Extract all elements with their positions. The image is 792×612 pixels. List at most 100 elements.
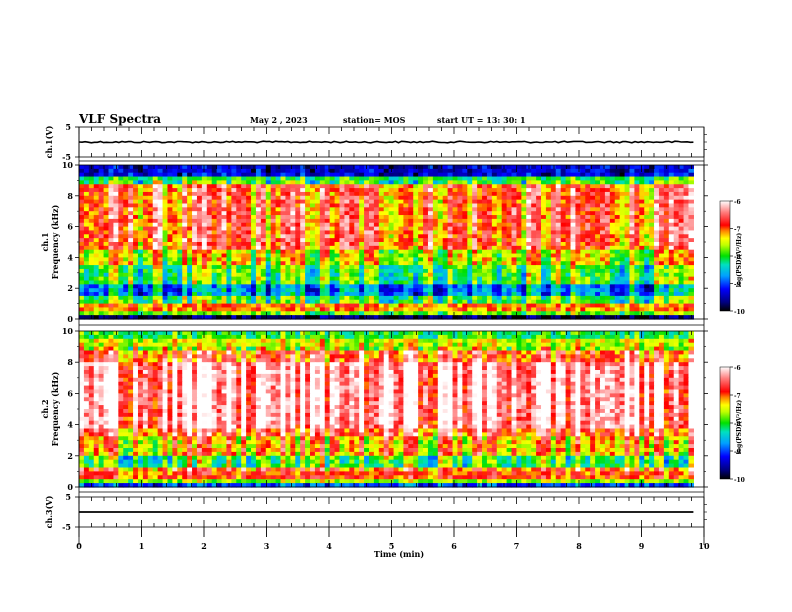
spectrogram-cell xyxy=(133,199,139,205)
spectrogram-cell xyxy=(285,165,291,170)
spectrogram-cell xyxy=(668,234,675,239)
spectrogram-cell xyxy=(624,195,631,201)
spectrogram-cell xyxy=(457,199,463,205)
spectrogram-cell xyxy=(378,303,385,309)
spectrogram-cell xyxy=(683,199,690,205)
spectrogram-cell xyxy=(265,249,272,255)
spectrogram-cell xyxy=(486,284,493,289)
spectrogram-cell xyxy=(398,218,404,224)
spectrogram-cell xyxy=(560,203,567,208)
spectrogram-cell xyxy=(654,268,660,274)
spectrogram-cell xyxy=(206,184,213,189)
spectrogram-cell xyxy=(427,268,434,274)
spectrogram-cell xyxy=(162,188,169,193)
spectrogram-cell xyxy=(595,218,601,224)
spectrogram-cell xyxy=(128,195,134,201)
spectrogram-cell xyxy=(619,303,626,309)
spectrogram-cell xyxy=(241,272,247,278)
spectrogram-cell xyxy=(427,184,434,189)
spectrogram-cell xyxy=(467,215,473,220)
spectrogram-cell xyxy=(580,176,586,181)
spectrogram-cell xyxy=(275,207,282,212)
spectrogram-cell xyxy=(511,238,518,243)
spectrogram-cell xyxy=(516,288,522,293)
spectrogram-cell xyxy=(565,245,572,251)
spectrogram-cell xyxy=(157,215,164,220)
spectrogram-cell xyxy=(354,188,360,193)
spectrogram-cell xyxy=(619,272,626,278)
spectrogram-cell xyxy=(580,257,586,262)
spectrogram-cell xyxy=(334,303,341,309)
spectrogram-cell xyxy=(658,180,665,185)
spectrogram-cell xyxy=(683,311,690,316)
spectrogram-cell xyxy=(103,268,110,274)
spectrogram-cell xyxy=(103,242,110,247)
spectrogram-cell xyxy=(619,292,626,297)
spectrogram-cell xyxy=(486,207,493,212)
spectrogram-cell xyxy=(93,165,100,170)
spectrogram-cell xyxy=(118,191,124,197)
spectrogram-cell xyxy=(300,215,306,220)
spectrogram-cell xyxy=(137,295,144,301)
spectrogram-cell xyxy=(211,268,218,274)
spectrogram-cell xyxy=(673,272,680,278)
spectrogram-cell xyxy=(147,184,154,189)
spectrogram-cell xyxy=(678,238,685,243)
spectrogram-cell xyxy=(383,168,390,174)
spectrogram-cell xyxy=(437,207,444,212)
spectrogram-cell xyxy=(432,165,439,170)
spectrogram-cell xyxy=(629,292,635,297)
spectrogram-cell xyxy=(462,307,468,312)
spectrogram-cell xyxy=(403,261,409,266)
spectrogram-cell xyxy=(658,168,665,174)
spectrogram-cell xyxy=(398,276,404,282)
spectrogram-cell xyxy=(300,245,306,251)
spectrogram-cell xyxy=(383,303,390,309)
spectrogram-cell xyxy=(599,307,606,312)
spectrogram-cell xyxy=(467,165,473,170)
spectrogram-cell xyxy=(108,249,114,255)
spectrogram-cell xyxy=(319,203,326,208)
spectrogram-cell xyxy=(236,268,242,274)
spectrogram-cell xyxy=(364,218,370,224)
spectrogram-cell xyxy=(196,284,203,289)
spectrogram-cell xyxy=(251,242,257,247)
spectrogram-cell xyxy=(649,249,655,255)
spectrogram-cell xyxy=(108,191,114,197)
spectrogram-cell xyxy=(550,218,557,224)
spectrogram-cell xyxy=(172,168,178,174)
spectrogram-cell xyxy=(688,307,694,312)
spectrogram-cell xyxy=(619,268,626,274)
spectrogram-cell xyxy=(133,234,139,239)
spectrogram-cell xyxy=(246,191,252,197)
spectrogram-cell xyxy=(231,280,237,285)
spectrogram-cell xyxy=(545,295,552,301)
spectrogram-cell xyxy=(177,191,183,197)
spectrogram-cell xyxy=(378,226,385,232)
spectrogram-cell xyxy=(555,195,562,201)
spectrogram-cell xyxy=(678,211,685,216)
spectrogram-cell xyxy=(310,230,316,235)
spectrogram-cell xyxy=(639,292,645,297)
spectrogram-cell xyxy=(265,168,272,174)
spectrogram-cell xyxy=(496,311,503,316)
spectrogram-cell xyxy=(157,176,164,181)
spectrogram-cell xyxy=(314,176,321,181)
spectrogram-cell xyxy=(486,184,493,189)
spectrogram-cell xyxy=(486,195,493,201)
spectrogram-cell xyxy=(334,261,341,266)
spectrogram-cell xyxy=(255,295,262,301)
spectrogram-cell xyxy=(364,199,370,205)
spectrogram-cell xyxy=(462,299,468,305)
spectrogram-cell xyxy=(398,195,404,201)
spectrogram-cell xyxy=(241,265,247,270)
spectrogram-cell xyxy=(624,280,631,285)
spectrogram-cell xyxy=(555,303,562,309)
spectrogram-cell xyxy=(152,292,159,297)
spectrogram-cell xyxy=(570,272,577,278)
spectrogram-cell xyxy=(403,207,409,212)
spectrogram-cell xyxy=(378,191,385,197)
spectrogram-cell xyxy=(526,299,532,305)
spectrogram-cell xyxy=(226,311,232,316)
spectrogram-cell xyxy=(629,172,635,178)
